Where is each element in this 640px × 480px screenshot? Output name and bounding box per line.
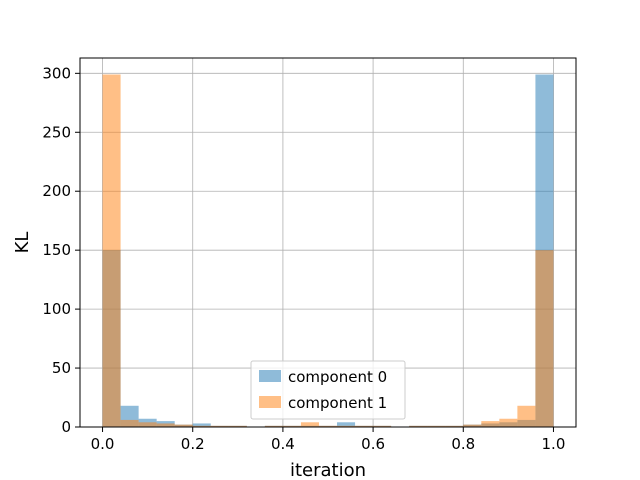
ticks: 0.0 0.2 0.4 0.6 0.8 1.0 0 50 100 150 200 250 300: [42, 64, 565, 453]
bar-component-1: [535, 250, 554, 427]
legend-swatch-component-0: [259, 370, 281, 382]
x-tick-label: 1.0: [542, 435, 566, 453]
bar-component-1: [427, 425, 446, 427]
x-tick-label: 0.6: [361, 435, 385, 453]
x-tick-label: 0.0: [91, 435, 115, 453]
x-tick-label: 0.2: [181, 435, 205, 453]
x-axis-label: iteration: [290, 460, 366, 480]
bar-component-1: [481, 421, 500, 427]
bar-component-1: [373, 425, 392, 427]
bar-component-1: [318, 425, 338, 427]
bar-component-1: [138, 422, 157, 427]
y-tick-label: 200: [42, 182, 71, 200]
bar-component-1: [409, 425, 428, 427]
plot-frame: [79, 57, 577, 428]
bar-component-0: [337, 422, 356, 427]
y-tick-label: 150: [42, 241, 71, 259]
bar-component-1: [337, 425, 356, 427]
bar-component-1: [156, 423, 175, 427]
y-tick-label: 300: [42, 64, 71, 82]
bar-component-1: [300, 422, 319, 427]
bar-component-1: [445, 425, 464, 427]
bar-component-1: [120, 419, 139, 427]
bar-component-1: [228, 425, 247, 427]
x-tick-label: 0.4: [271, 435, 295, 453]
bar-component-1: [499, 418, 518, 427]
bar-component-0: [192, 423, 211, 427]
legend: component 0 component 1: [250, 360, 406, 420]
legend-label-component-0: component 0: [288, 368, 387, 386]
bar-component-1: [264, 425, 283, 427]
legend-label-component-1: component 1: [288, 394, 387, 412]
y-tick-label: 100: [42, 300, 71, 318]
bar-component-1: [174, 424, 193, 427]
y-tick-label: 0: [61, 418, 71, 436]
bar-component-1: [355, 425, 374, 427]
bar-component-1: [210, 425, 229, 427]
legend-swatch-component-1: [259, 396, 281, 408]
bar-component-1: [192, 425, 211, 427]
x-tick-label: 0.8: [451, 435, 475, 453]
bar-component-1: [102, 74, 121, 427]
bar-component-1: [517, 405, 536, 427]
bar-component-1: [463, 424, 482, 427]
y-tick-label: 250: [42, 123, 71, 141]
bar-component-1: [282, 425, 301, 427]
bars: [102, 74, 554, 427]
y-axis-label: KL: [12, 232, 33, 254]
y-tick-label: 50: [52, 359, 71, 377]
legend-box: [250, 360, 406, 420]
